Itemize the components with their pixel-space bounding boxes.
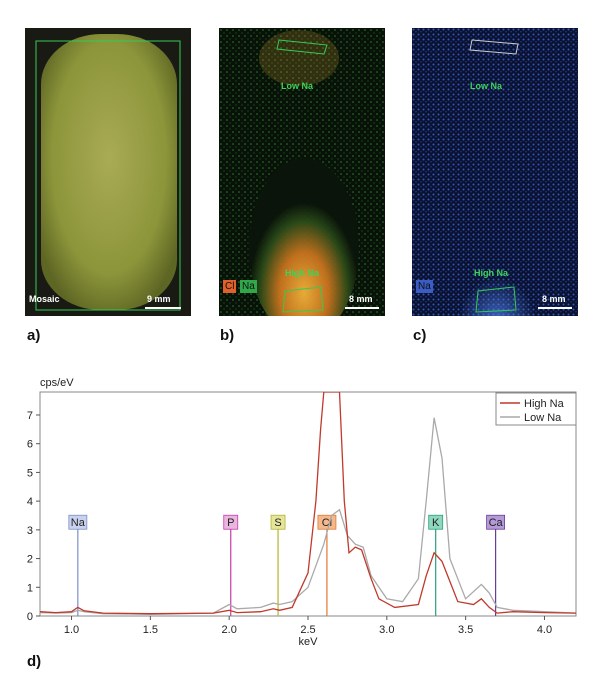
x-tick-label: 1.0 <box>64 624 79 636</box>
scale-bar-label: 9 mm <box>147 294 171 304</box>
mosaic-label: Mosaic <box>29 294 60 304</box>
x-tick-label: 3.5 <box>458 624 473 636</box>
series-line-high-na <box>40 392 576 615</box>
cl-na-map-panel: Low Na High Na Cl Na 8 mm <box>219 28 385 316</box>
marker-tag-ca <box>486 514 506 530</box>
mosaic-image <box>25 28 191 316</box>
marker-label-ca: Ca <box>489 517 504 529</box>
marker-tag-k <box>428 514 444 530</box>
low-na-label: Low Na <box>281 81 314 91</box>
y-tick-label: 2 <box>27 554 33 566</box>
y-tick-label: 6 <box>27 439 33 451</box>
y-tick-label: 5 <box>27 467 33 479</box>
panel-label-a: a) <box>27 327 41 344</box>
element-markers: Na P S Cl K Ca <box>68 514 506 616</box>
legend: High Na Low Na <box>495 392 577 426</box>
x-tick-label: 2.0 <box>222 624 237 636</box>
legend-na: Na <box>240 280 257 293</box>
cl-na-map-image <box>219 28 385 316</box>
marker-tag-na <box>68 514 88 530</box>
panel-label-b: b) <box>220 327 235 344</box>
y-tick-label: 0 <box>27 611 33 623</box>
marker-label-s: S <box>274 517 281 529</box>
eds-spectrum-chart: cps/eV keV 0 1 2 3 4 5 6 7 1.0 1.5 2.0 2.5 3.0 3.5 4.0… <box>27 377 577 648</box>
scale-bar <box>538 307 572 309</box>
marker-label-na: Na <box>71 517 86 529</box>
y-tick-label: 3 <box>27 525 33 537</box>
high-na-label: High Na <box>285 268 320 278</box>
legend-box <box>495 392 577 426</box>
na-map-image <box>412 28 578 316</box>
y-tick-label: 4 <box>27 496 33 508</box>
marker-tag-s <box>270 514 286 530</box>
mosaic-image-panel: Mosaic 9 mm <box>25 28 191 316</box>
y-tick-label: 7 <box>27 410 33 422</box>
marker-tag-cl <box>317 514 337 530</box>
x-tick-label: 1.5 <box>143 624 158 636</box>
x-axis-label: keV <box>299 636 319 648</box>
series-lines <box>40 392 576 615</box>
legend-na: Na <box>416 280 433 293</box>
legend-cl: Cl <box>223 280 237 293</box>
panel-label-d: d) <box>27 653 42 670</box>
panel-label-c: c) <box>413 327 427 344</box>
marker-tag-p <box>223 514 239 530</box>
na-map-panel: Low Na High Na Na 8 mm <box>412 28 578 316</box>
axes: 0 1 2 3 4 5 6 7 1.0 1.5 2.0 2.5 3.0 3.5 4.0 <box>27 391 577 636</box>
x-tick-label: 3.0 <box>379 624 394 636</box>
scale-bar <box>345 307 379 309</box>
scale-bar-label: 8 mm <box>349 294 373 304</box>
marker-label-p: P <box>227 517 234 529</box>
x-tick-label: 2.5 <box>300 624 315 636</box>
y-tick-label: 1 <box>27 582 33 594</box>
low-na-label: Low Na <box>470 81 503 91</box>
legend-label: High Na <box>524 398 565 410</box>
high-na-label: High Na <box>474 268 509 278</box>
scale-bar-label: 8 mm <box>542 294 566 304</box>
x-tick-label: 4.0 <box>537 624 552 636</box>
legend-label: Low Na <box>524 412 562 424</box>
y-axis-label: cps/eV <box>40 377 74 389</box>
scale-bar <box>145 307 181 309</box>
marker-label-k: K <box>432 517 440 529</box>
marker-label-cl: Cl <box>322 517 332 529</box>
